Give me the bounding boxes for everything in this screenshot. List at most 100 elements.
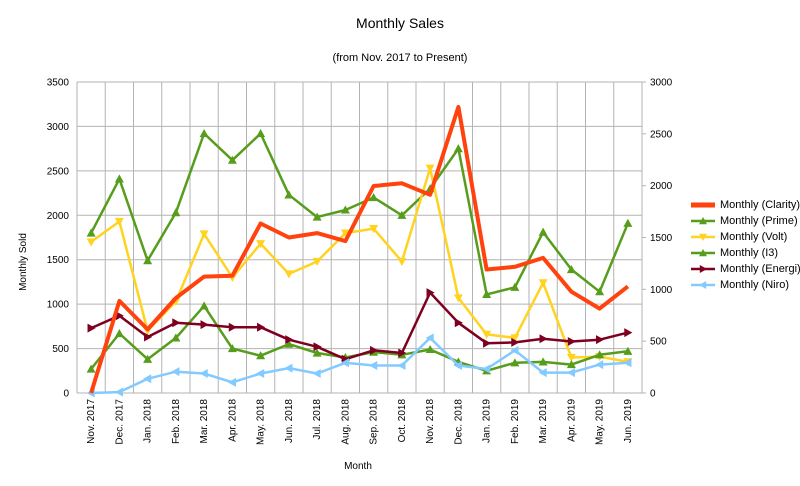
x-tick-label: Sep. 2018 xyxy=(369,399,380,445)
data-point xyxy=(199,368,208,378)
plot-area xyxy=(86,104,633,398)
data-point xyxy=(510,334,520,343)
y2-tick-label: 2000 xyxy=(650,181,673,192)
x-tick-label: May. 2019 xyxy=(595,399,606,445)
legend-item: Monthly (Energi) xyxy=(690,261,800,277)
data-point xyxy=(284,339,294,348)
x-tick-label: Aug. 2018 xyxy=(340,399,351,445)
data-point xyxy=(453,360,462,370)
data-point xyxy=(114,387,123,397)
data-point xyxy=(425,344,435,354)
data-point xyxy=(87,323,96,333)
x-tick-label: Dec. 2017 xyxy=(114,399,125,445)
data-point xyxy=(510,345,519,355)
series-line xyxy=(90,291,629,361)
series-monthly-clarity xyxy=(89,104,630,394)
legend-swatch xyxy=(691,217,715,225)
data-point xyxy=(228,322,237,332)
data-point xyxy=(566,353,576,362)
data-point xyxy=(256,368,265,378)
data-point xyxy=(171,208,181,217)
data-point xyxy=(482,364,491,374)
data-point xyxy=(227,344,237,353)
series-monthly-prime xyxy=(86,129,633,298)
data-point xyxy=(511,337,520,347)
x-tick-label: Jun. 2018 xyxy=(284,399,295,443)
data-point xyxy=(426,288,435,298)
legend-swatch-marker xyxy=(699,281,707,289)
data-point xyxy=(398,348,407,358)
data-point xyxy=(143,354,153,363)
data-point xyxy=(538,357,548,366)
data-point xyxy=(114,217,124,227)
data-point xyxy=(369,193,379,202)
data-point xyxy=(144,332,153,342)
data-point xyxy=(482,289,492,298)
data-point xyxy=(340,205,350,214)
data-point xyxy=(313,342,322,352)
data-point xyxy=(596,335,605,345)
data-point xyxy=(538,227,548,236)
data-point xyxy=(256,351,266,360)
legend-swatch-marker xyxy=(699,265,707,273)
legend-label: Monthly (I3) xyxy=(720,247,779,259)
data-point xyxy=(143,256,153,265)
y-tick-label: 2000 xyxy=(47,211,70,222)
x-tick-label: Feb. 2018 xyxy=(171,399,182,444)
x-tick-label: Apr. 2018 xyxy=(227,399,238,442)
x-tick-label: Mar. 2018 xyxy=(199,399,210,444)
data-point xyxy=(595,360,604,370)
data-point xyxy=(312,348,322,357)
data-point xyxy=(312,257,322,266)
data-point xyxy=(172,318,181,328)
data-point xyxy=(567,336,576,346)
chart-title: Monthly Sales xyxy=(356,15,444,31)
legend-swatch xyxy=(691,233,715,241)
data-point xyxy=(624,328,633,338)
data-point xyxy=(566,360,576,369)
data-point xyxy=(623,218,633,227)
legend-swatch xyxy=(691,265,715,273)
data-point xyxy=(285,335,294,345)
series-line xyxy=(90,166,629,364)
data-point xyxy=(482,330,492,339)
data-point xyxy=(171,333,181,342)
chart-subtitle: (from Nov. 2017 to Present) xyxy=(333,52,468,64)
data-point xyxy=(595,350,605,359)
x-tick-label: May. 2018 xyxy=(256,399,267,445)
data-point xyxy=(115,311,124,321)
data-point xyxy=(397,210,407,219)
legend-swatch xyxy=(691,202,715,208)
data-point xyxy=(86,364,96,373)
data-point xyxy=(284,363,293,373)
data-point xyxy=(566,264,576,274)
y2-tick-label: 0 xyxy=(650,389,656,400)
data-point xyxy=(595,287,605,296)
data-point xyxy=(510,358,520,367)
data-point xyxy=(86,228,96,237)
y-tick-label: 500 xyxy=(52,344,69,355)
data-point xyxy=(227,155,237,164)
y2-tick-label: 1000 xyxy=(650,285,673,296)
legend-item: Monthly (Prime) xyxy=(690,213,800,229)
x-tick-label: Jun. 2019 xyxy=(623,399,634,443)
data-point xyxy=(256,240,266,249)
y-axis-label: Monthly Sold xyxy=(18,233,29,291)
data-point xyxy=(114,328,124,338)
y-tick-label: 2500 xyxy=(47,166,70,177)
x-tick-label: Mar. 2019 xyxy=(538,399,549,444)
series-monthly-niro xyxy=(86,333,632,398)
data-point xyxy=(483,338,492,348)
x-tick-label: Oct. 2018 xyxy=(397,399,408,443)
data-point xyxy=(312,368,321,378)
series-line xyxy=(89,132,630,296)
x-tick-label: Apr. 2019 xyxy=(566,399,577,442)
data-point xyxy=(538,368,547,378)
data-point xyxy=(425,333,434,343)
y-tick-label: 1000 xyxy=(47,300,70,311)
data-point xyxy=(114,174,124,183)
data-point xyxy=(199,230,209,239)
data-point xyxy=(284,190,294,199)
data-point xyxy=(538,279,548,288)
legend-label: Monthly (Clarity) xyxy=(720,199,800,211)
